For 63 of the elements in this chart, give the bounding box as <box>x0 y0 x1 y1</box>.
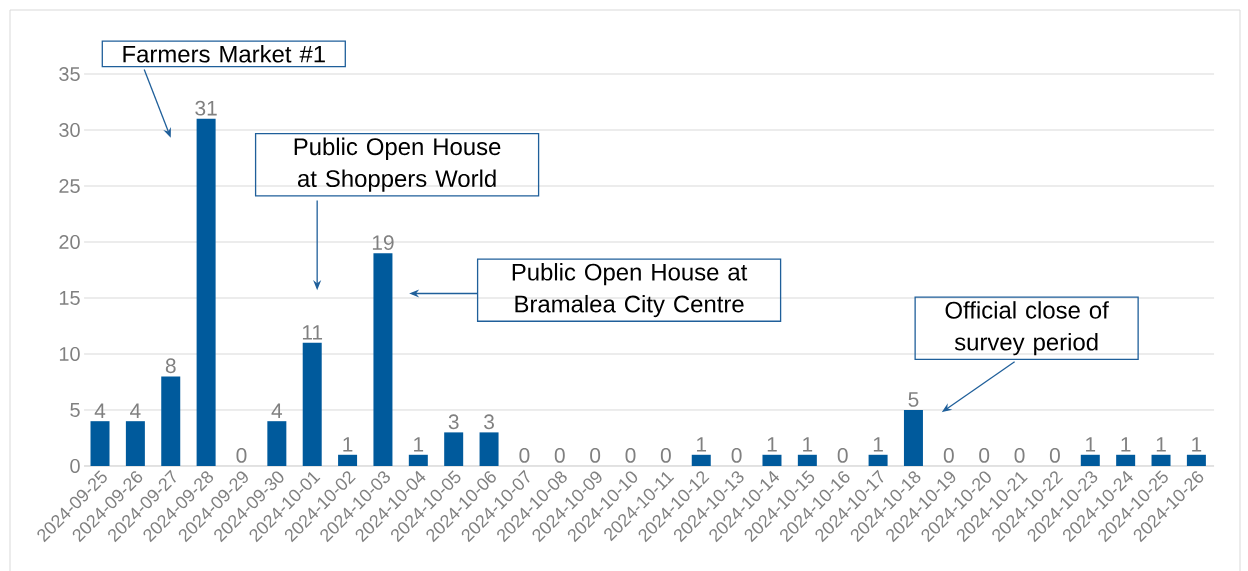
y-tick-label: 30 <box>59 122 80 138</box>
data-label: 4 <box>130 403 141 418</box>
data-label: 5 <box>908 392 919 407</box>
data-label: 11 <box>302 325 323 340</box>
data-label: 0 <box>731 447 742 463</box>
bar <box>408 454 428 466</box>
y-tick-label: 5 <box>70 403 80 417</box>
data-label: 4 <box>94 403 106 418</box>
bar <box>479 432 499 466</box>
y-tick-label: 20 <box>59 234 80 250</box>
bar <box>444 432 464 466</box>
annotation: Public Open House at Shoppers World <box>294 137 501 192</box>
bar <box>90 421 110 466</box>
data-label: 1 <box>343 437 353 452</box>
data-label: 0 <box>660 447 671 463</box>
bar <box>1151 454 1171 466</box>
y-tick-label: 10 <box>59 346 80 362</box>
bar <box>196 118 216 466</box>
data-label: 1 <box>697 437 707 452</box>
data-label: 3 <box>484 414 494 430</box>
data-label: 3 <box>448 414 459 430</box>
data-label: 0 <box>837 447 848 463</box>
data-label: 0 <box>236 447 247 463</box>
data-label: 1 <box>767 437 777 452</box>
bar <box>373 253 393 466</box>
bar <box>125 421 145 466</box>
data-label: 4 <box>271 403 283 418</box>
bar <box>338 454 358 466</box>
bar <box>903 409 923 466</box>
annotation: Official close of survey period <box>945 301 1109 356</box>
data-label: 1 <box>1192 437 1202 452</box>
data-label: 0 <box>979 447 990 463</box>
data-label: 1 <box>1156 437 1166 452</box>
bar <box>161 376 181 466</box>
data-label: 1 <box>1086 437 1096 452</box>
y-tick-label: 15 <box>59 291 80 305</box>
text: Farmers Market #1 <box>123 45 325 63</box>
annotation: Public Open House at Bramalea City Centre <box>512 263 748 318</box>
bar <box>1080 454 1100 466</box>
bar <box>1116 454 1136 466</box>
data-label: 31 <box>195 100 217 116</box>
data-label: 0 <box>625 447 636 463</box>
data-label: 0 <box>590 447 601 463</box>
bar <box>691 454 711 466</box>
data-label: 8 <box>165 358 176 374</box>
bar <box>868 454 888 466</box>
y-tick-label: 35 <box>59 66 80 82</box>
data-label: 0 <box>519 447 530 463</box>
data-label: 0 <box>943 447 954 463</box>
data-label: 1 <box>414 437 424 452</box>
bar <box>762 454 782 466</box>
data-label: 1 <box>803 437 813 452</box>
data-label: 1 <box>873 437 883 452</box>
data-label: 0 <box>1049 447 1060 463</box>
data-label: 19 <box>372 235 394 250</box>
data-label: 0 <box>554 447 565 463</box>
data-label: 1 <box>1121 437 1131 452</box>
bar <box>267 421 287 466</box>
bar <box>302 342 322 466</box>
bar <box>1186 454 1206 466</box>
y-tick-label: 25 <box>59 178 80 194</box>
bar <box>797 454 817 466</box>
data-label: 0 <box>1014 447 1025 463</box>
